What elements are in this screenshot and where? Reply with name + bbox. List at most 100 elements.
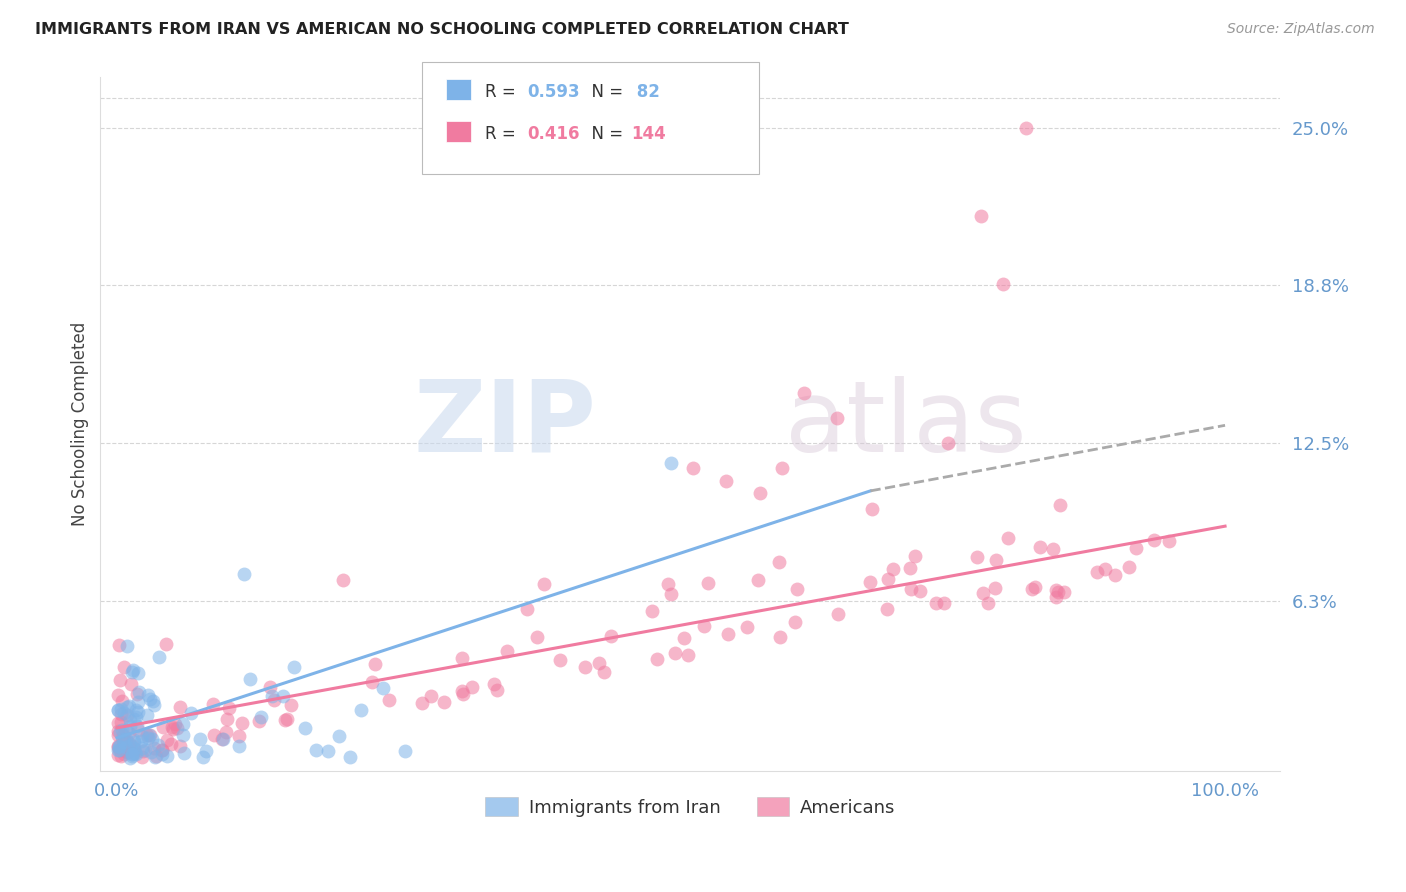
Point: [127, 705, 149, 719]
Point: [172, 717, 194, 731]
Point: [1045, 582, 1067, 597]
Point: [233, 567, 256, 582]
Point: [115, 640, 138, 654]
Point: [122, 733, 145, 747]
Point: [143, 741, 166, 756]
Point: [128, 685, 150, 699]
Point: [110, 714, 132, 729]
Point: [112, 659, 135, 673]
Text: 0.593: 0.593: [527, 83, 579, 101]
Point: [143, 698, 166, 712]
Point: [114, 744, 136, 758]
Text: 0.416: 0.416: [527, 125, 579, 143]
Point: [659, 456, 682, 470]
Point: [118, 718, 141, 732]
Point: [135, 707, 157, 722]
Point: [107, 638, 129, 652]
Point: [118, 698, 141, 713]
Point: [110, 702, 132, 716]
Point: [970, 209, 993, 223]
Point: [173, 746, 195, 760]
Point: [453, 687, 475, 701]
Point: [972, 586, 994, 600]
Text: 82: 82: [631, 83, 661, 101]
Point: [526, 630, 548, 644]
Point: [783, 615, 806, 629]
Point: [1053, 584, 1076, 599]
Point: [332, 574, 354, 588]
Point: [122, 734, 145, 748]
Point: [138, 728, 160, 742]
Point: [124, 746, 146, 760]
Y-axis label: No Schooling Completed: No Schooling Completed: [72, 322, 89, 526]
Point: [111, 733, 134, 747]
Point: [162, 720, 184, 734]
Point: [716, 474, 738, 488]
Point: [107, 728, 129, 742]
Point: [122, 663, 145, 677]
Point: [1042, 541, 1064, 556]
Point: [305, 743, 328, 757]
Point: [211, 731, 233, 746]
Point: [107, 740, 129, 755]
Point: [882, 562, 904, 576]
Point: [793, 385, 815, 400]
Point: [141, 732, 163, 747]
Point: [1024, 580, 1046, 594]
Point: [984, 581, 1007, 595]
Point: [1047, 585, 1070, 599]
Point: [202, 697, 225, 711]
Point: [339, 749, 361, 764]
Point: [150, 747, 173, 761]
Point: [107, 715, 129, 730]
Point: [600, 629, 623, 643]
Point: [135, 728, 157, 742]
Point: [110, 748, 132, 763]
Point: [673, 631, 696, 645]
Point: [932, 596, 955, 610]
Point: [1021, 582, 1043, 596]
Point: [977, 596, 1000, 610]
Point: [1085, 565, 1108, 579]
Point: [657, 577, 679, 591]
Point: [250, 710, 273, 724]
Point: [152, 720, 174, 734]
Point: [127, 666, 149, 681]
Point: [127, 718, 149, 732]
Point: [877, 572, 900, 586]
Point: [169, 739, 191, 753]
Point: [925, 596, 948, 610]
Point: [127, 723, 149, 737]
Point: [936, 436, 959, 450]
Point: [228, 730, 250, 744]
Point: [120, 739, 142, 753]
Point: [645, 651, 668, 665]
Point: [117, 700, 139, 714]
Point: [162, 723, 184, 737]
Point: [141, 746, 163, 760]
Point: [486, 682, 509, 697]
Point: [263, 693, 285, 707]
Point: [131, 741, 153, 756]
Point: [496, 644, 519, 658]
Point: [228, 739, 250, 753]
Point: [125, 747, 148, 761]
Point: [328, 729, 350, 743]
Point: [904, 549, 927, 564]
Point: [659, 587, 682, 601]
Point: [217, 712, 239, 726]
Point: [827, 607, 849, 621]
Point: [533, 577, 555, 591]
Point: [1014, 120, 1036, 135]
Point: [115, 745, 138, 759]
Point: [664, 646, 686, 660]
Point: [134, 743, 156, 757]
Point: [180, 706, 202, 720]
Point: [193, 750, 215, 764]
Text: 144: 144: [631, 125, 666, 143]
Point: [574, 660, 596, 674]
Text: ZIP: ZIP: [413, 376, 596, 473]
Point: [107, 743, 129, 757]
Point: [114, 732, 136, 747]
Point: [107, 724, 129, 739]
